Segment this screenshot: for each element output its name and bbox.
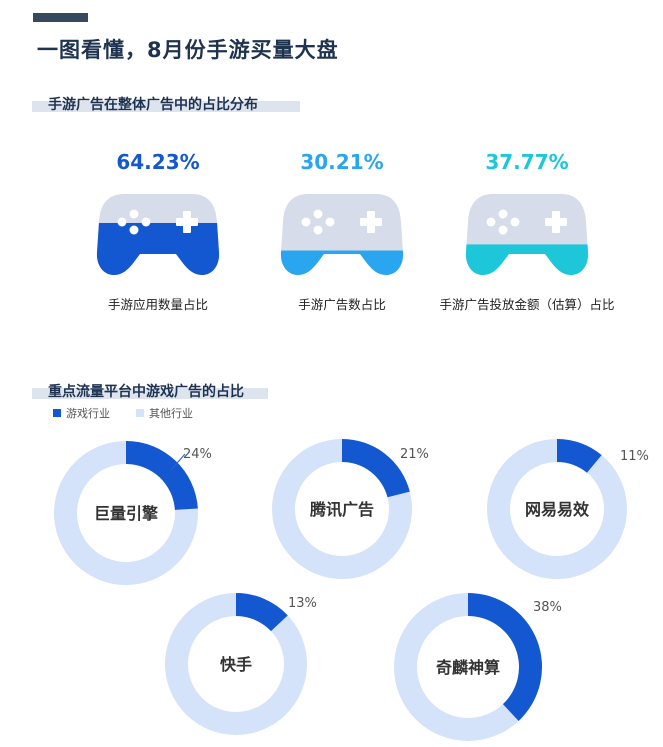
donut-chart-juliang: 巨量引擎 [54,441,198,585]
section-header-ad-share: 手游广告在整体广告中的占比分布 [32,94,300,114]
gamepad-fill-bar [96,222,220,275]
gamepad-button-dot [301,217,311,227]
legend-label: 其他行业 [149,407,193,420]
donut-game-segment [557,439,602,473]
donut-game-segment [126,441,198,510]
donut-center-label: 巨量引擎 [94,504,159,523]
stat-percent: 37.77% [485,150,569,174]
section-title: 重点流量平台中游戏广告的占比 [48,384,244,400]
gamepad-button-dot [498,209,508,219]
gamepad-button-dot [325,217,335,227]
stat-percent: 30.21% [300,150,384,174]
gamepad-button-dot [313,209,323,219]
stat-label: 手游广告投放金额（估算）占比 [439,297,615,312]
gamepad-icon [96,194,220,275]
gamepad-button-dot [129,209,139,219]
legend-swatch [136,409,144,417]
header-accent-bar [33,13,88,22]
gamepad-plus-v [183,211,191,233]
donut-center-label: 网易易效 [525,500,589,519]
donut-percent: 11% [620,449,649,464]
donut-percent: 24% [183,447,212,462]
gamepad-button-dot [510,217,520,227]
gamepad-plus-v [367,211,375,233]
donut-game-segment [468,593,542,721]
section-header-band [32,101,300,112]
controller-stat-ad-spend: 37.77% 手游广告投放金额（估算）占比 [427,150,627,313]
legend-item-game: 游戏行业 [53,405,110,421]
gamepad-fill-bar [465,244,589,275]
controller-stat-app-count: 64.23% 手游应用数量占比 [58,150,258,313]
gamepad-icon [280,194,404,275]
page-title: 一图看懂，8月份手游买量大盘 [37,38,339,62]
donut-center-label: 奇麟神算 [436,658,500,677]
gamepad-plus-v [552,211,560,233]
section-title: 手游广告在整体广告中的占比分布 [48,97,258,113]
stat-label: 手游广告数占比 [298,297,386,312]
donut-leader-line [170,453,186,471]
legend-item-other: 其他行业 [136,405,193,421]
gamepad-icon [465,194,589,275]
gamepad-button-dot [498,225,508,235]
donut-game-segment [342,439,410,498]
controller-stat-ad-count: 30.21% 手游广告数占比 [242,150,442,313]
gamepad-button-dot [129,225,139,235]
stat-label: 手游应用数量占比 [107,297,208,312]
donut-percent: 21% [400,447,429,462]
section-header-platform-share: 重点流量平台中游戏广告的占比 [32,381,268,401]
gamepad-button-dot [486,217,496,227]
legend-swatch [53,409,61,417]
donut-percent: 38% [533,600,562,615]
donut-center-label: 快手 [220,655,252,674]
donut-center-label: 腾讯广告 [310,500,374,519]
donut-chart-tencent: 腾讯广告 [272,439,412,579]
gamepad-button-dot [313,225,323,235]
donut-game-segment [236,593,288,632]
gamepad-button-dot [117,217,127,227]
donut-chart-netease: 网易易效 [487,439,627,579]
gamepad-fill-bar [280,250,404,275]
section-header-band [32,388,268,399]
donut-percent: 13% [288,596,317,611]
donut-chart-qilin: 奇麟神算 [394,593,542,741]
gamepad-button-dot [141,217,151,227]
stat-percent: 64.23% [116,150,200,174]
donut-chart-kuaishou: 快手 [165,593,307,735]
legend-label: 游戏行业 [66,407,110,420]
